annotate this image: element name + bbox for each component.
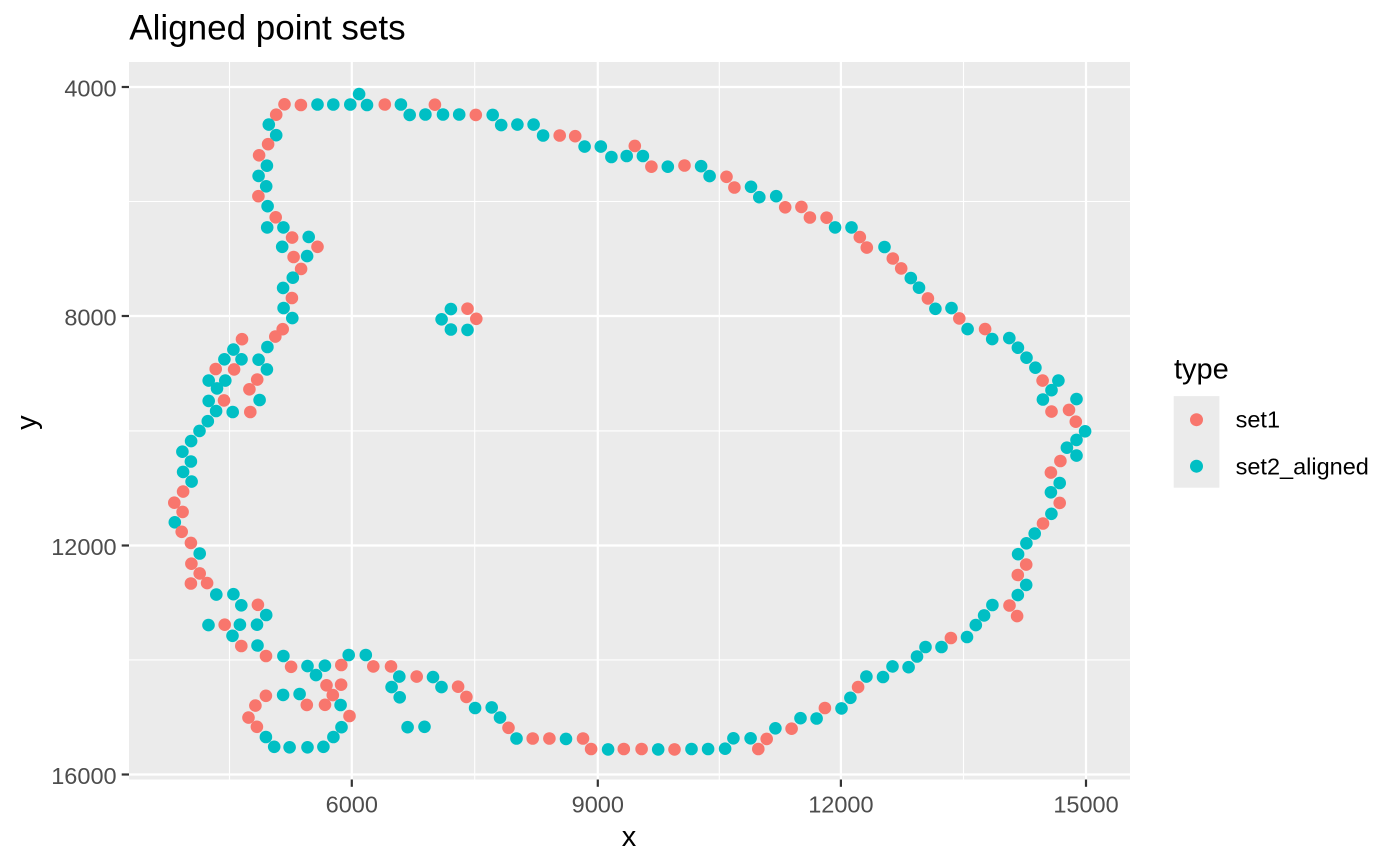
svg-text:Aligned point sets: Aligned point sets [129, 8, 405, 47]
svg-text:12000: 12000 [51, 534, 116, 560]
svg-text:6000: 6000 [326, 791, 378, 817]
svg-text:4000: 4000 [64, 75, 116, 101]
svg-text:12000: 12000 [808, 791, 873, 817]
svg-text:type: type [1174, 354, 1229, 386]
svg-text:set2_aligned: set2_aligned [1236, 454, 1369, 480]
svg-text:set1: set1 [1236, 407, 1280, 433]
svg-text:x: x [622, 821, 637, 853]
svg-text:y: y [11, 415, 43, 430]
svg-text:16000: 16000 [51, 763, 116, 789]
svg-text:9000: 9000 [572, 791, 624, 817]
svg-text:15000: 15000 [1053, 791, 1118, 817]
svg-text:8000: 8000 [64, 304, 116, 330]
